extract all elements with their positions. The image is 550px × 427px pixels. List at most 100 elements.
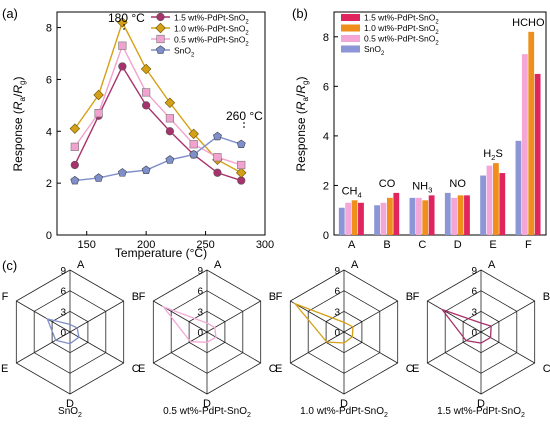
bar [534, 73, 541, 235]
data-point [236, 167, 247, 178]
radar-ring-label: 3 [60, 307, 66, 318]
radar-ring-label: 0 [60, 328, 66, 339]
radar-axis-label: D [66, 398, 74, 410]
radar-spoke [343, 300, 398, 333]
radar-ring-label: 6 [471, 287, 477, 298]
radar-axis-label: F [413, 291, 420, 303]
data-point [237, 160, 246, 170]
radar-ring-label: 6 [60, 287, 66, 298]
y-tick-label: 8 [323, 32, 329, 44]
x-tick-label: E [489, 239, 496, 251]
gas-label: CH4 [342, 185, 363, 199]
series-0 [70, 62, 246, 185]
radar-spoke [69, 300, 124, 333]
radar-axis-label: B [406, 291, 413, 303]
legend-marker [156, 34, 165, 44]
radar-spoke [480, 300, 535, 333]
radar-axis-label: D [203, 398, 211, 410]
legend-marker [156, 12, 165, 22]
radar-axis-label: E [275, 363, 282, 375]
radar-ring-label: 0 [334, 328, 340, 339]
data-point [189, 149, 199, 159]
radar-spoke [206, 331, 261, 364]
data-point [213, 168, 222, 177]
data-point [142, 88, 151, 97]
annotation-260: 260 °C [226, 109, 263, 123]
gas-label: NO [449, 178, 466, 190]
radar-title: SnO2 [58, 406, 82, 419]
bar [499, 173, 506, 235]
radar-chart-2: 0 3 6 9A B C D E F 1.0 wt%-PdPt-SnO2 [275, 259, 414, 419]
gas-label: H2S [483, 148, 503, 162]
bar [493, 163, 499, 235]
radar-spoke [206, 300, 261, 333]
radar-axis-label: B [269, 291, 276, 303]
y-tick-label: 6 [323, 81, 329, 93]
bar [374, 205, 380, 235]
data-point [117, 17, 128, 28]
radar-spoke [290, 300, 345, 333]
legend-swatch [341, 35, 360, 42]
legend-swatch [341, 24, 360, 32]
panel-a-ylabel: Response (Ra/Rg) [11, 77, 27, 172]
x-tick-label: A [348, 239, 356, 251]
panel-b-gas-labels: CH4 CO NH3 NO H2S HCHO [342, 17, 545, 199]
x-tick-label: 200 [137, 239, 155, 251]
x-tick-label: 300 [256, 239, 274, 251]
radar-spoke [290, 331, 345, 364]
radar-ring-label: 9 [471, 266, 477, 277]
radar-ring-label: 9 [60, 266, 66, 277]
radar-data-polygon [161, 305, 217, 343]
radar-ring-label: 6 [334, 287, 340, 298]
y-tick-label: 4 [323, 131, 329, 143]
data-point [70, 142, 79, 151]
data-point [164, 97, 176, 108]
legend-marker [156, 45, 165, 54]
x-tick-label: F [525, 239, 532, 251]
radar-axis-label: E [412, 363, 419, 375]
radar-spoke [427, 331, 482, 364]
panel-a-frame [56, 11, 266, 236]
radar-axis-label: A [351, 259, 359, 271]
data-point [70, 175, 80, 185]
gas-label: NH3 [412, 180, 432, 194]
legend-label: 1.0 wt%-PdPt-SnO2 [364, 23, 439, 36]
radar-ring-label: 9 [197, 266, 203, 277]
panel-b-frame [333, 11, 547, 236]
legend-swatch [341, 14, 360, 21]
bar [528, 31, 535, 236]
data-point [118, 62, 127, 71]
bar [338, 207, 345, 235]
y-tick-label: 0 [323, 230, 329, 242]
bar [422, 200, 429, 235]
data-point [142, 101, 151, 110]
data-point [165, 127, 175, 136]
data-point [69, 123, 81, 134]
data-point [165, 155, 175, 164]
panel-a-series [69, 17, 247, 185]
data-point [189, 140, 198, 149]
bar [415, 197, 422, 235]
data-point [94, 109, 103, 118]
radar-spoke [427, 300, 482, 333]
bar [521, 54, 528, 235]
radar-axis-label: A [214, 259, 222, 271]
radar-ring-label: 3 [197, 307, 203, 318]
radar-title: 0.5 wt%-PdPt-SnO2 [163, 406, 251, 419]
bar [486, 165, 493, 235]
data-point [213, 153, 222, 162]
annotation-180: 180 °C [108, 11, 145, 25]
panel-c-label: (c) [2, 258, 17, 273]
x-tick-label: D [454, 239, 462, 251]
x-tick-label: 250 [196, 239, 214, 251]
panel-b-bar-chart: (b) 0 2 4 6 8 A B C D E F CH4 CO NH3 NO H2S HCHO 1.5 wt… [292, 6, 547, 251]
bar [387, 197, 393, 235]
legend-label: SnO2 [174, 46, 194, 59]
radar-axis-label: A [77, 259, 85, 271]
legend-label: SnO2 [364, 44, 384, 57]
radar-axis-label: C [269, 363, 277, 375]
bar [409, 197, 416, 235]
radar-axis-label: B [543, 291, 550, 303]
data-point [236, 139, 246, 149]
